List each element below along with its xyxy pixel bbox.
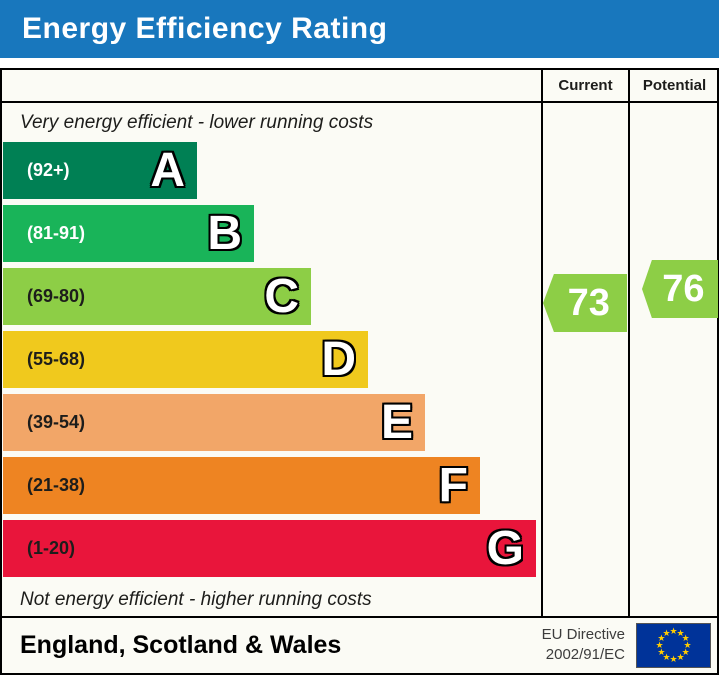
title-bar: Energy Efficiency Rating (0, 0, 719, 58)
footer: England, Scotland & Wales EU Directive 2… (0, 618, 719, 675)
rating-table: Current Potential Very energy efficient … (0, 68, 719, 618)
eu-flag-icon: ★ ★ ★ ★ ★ ★ ★ ★ ★ ★ ★ ★ (636, 623, 711, 668)
current-column: Current (541, 70, 628, 616)
potential-column: Potential (628, 70, 719, 616)
region-label: England, Scotland & Wales (20, 631, 342, 659)
band-row-e: (39-54) E (3, 394, 425, 451)
band-range-b: (81-91) (27, 223, 86, 243)
band-letter-f: F (438, 459, 468, 512)
band-letter-d: D (321, 333, 356, 386)
band-row-b: (81-91) B (3, 205, 254, 262)
eu-flag-star: ★ (683, 640, 692, 650)
eu-flag-star: ★ (662, 652, 671, 663)
band-range-e: (39-54) (27, 412, 86, 432)
eu-flag-star: ★ (669, 654, 678, 664)
page-title: Energy Efficiency Rating (22, 12, 388, 45)
band-range-d: (55-68) (27, 349, 86, 369)
rating-bands: (92+) A (81-91) B (69-80) C (55-68) D (3… (3, 142, 541, 583)
band-letter-b: B (207, 207, 242, 260)
eu-flag-star: ★ (676, 627, 685, 638)
band-row-a: (92+) A (3, 142, 197, 199)
current-column-header: Current (558, 77, 613, 94)
current-rating-arrow: 73 (543, 274, 627, 332)
eu-flag-star: ★ (676, 652, 685, 663)
band-letter-e: E (380, 396, 413, 449)
potential-column-header: Potential (642, 77, 707, 94)
band-row-g: (1-20) G (3, 520, 536, 577)
band-range-g: (1-20) (27, 538, 76, 558)
bottom-note: Not energy efficient - higher running co… (20, 589, 372, 610)
band-letter-c: C (264, 270, 299, 323)
top-note: Very energy efficient - lower running co… (20, 112, 374, 133)
eu-flag-star: ★ (657, 647, 666, 657)
eu-flag-star: ★ (669, 626, 678, 636)
band-row-c: (69-80) C (3, 268, 311, 325)
band-row-f: (21-38) F (3, 457, 480, 514)
eu-directive-label: EU Directive 2002/91/EC (542, 625, 625, 665)
current-rating-value: 73 (567, 281, 610, 324)
eu-flag-star: ★ (681, 647, 690, 657)
potential-rating-arrow: 76 (642, 260, 718, 318)
potential-rating-value: 76 (662, 267, 705, 310)
band-range-a: (92+) (27, 160, 70, 180)
eu-directive-line1: EU Directive (541, 626, 625, 643)
band-letter-g: G (486, 522, 524, 575)
eu-flag-star: ★ (657, 633, 666, 643)
band-row-d: (55-68) D (3, 331, 368, 388)
band-range-c: (69-80) (27, 286, 86, 306)
eu-flag-star: ★ (681, 633, 690, 643)
eu-flag-star: ★ (662, 627, 671, 638)
eu-directive-line2: 2002/91/EC (545, 646, 625, 663)
band-range-f: (21-38) (27, 475, 86, 495)
band-letter-a: A (150, 144, 185, 197)
table-header-row (2, 70, 717, 103)
eu-flag-star: ★ (655, 640, 664, 650)
